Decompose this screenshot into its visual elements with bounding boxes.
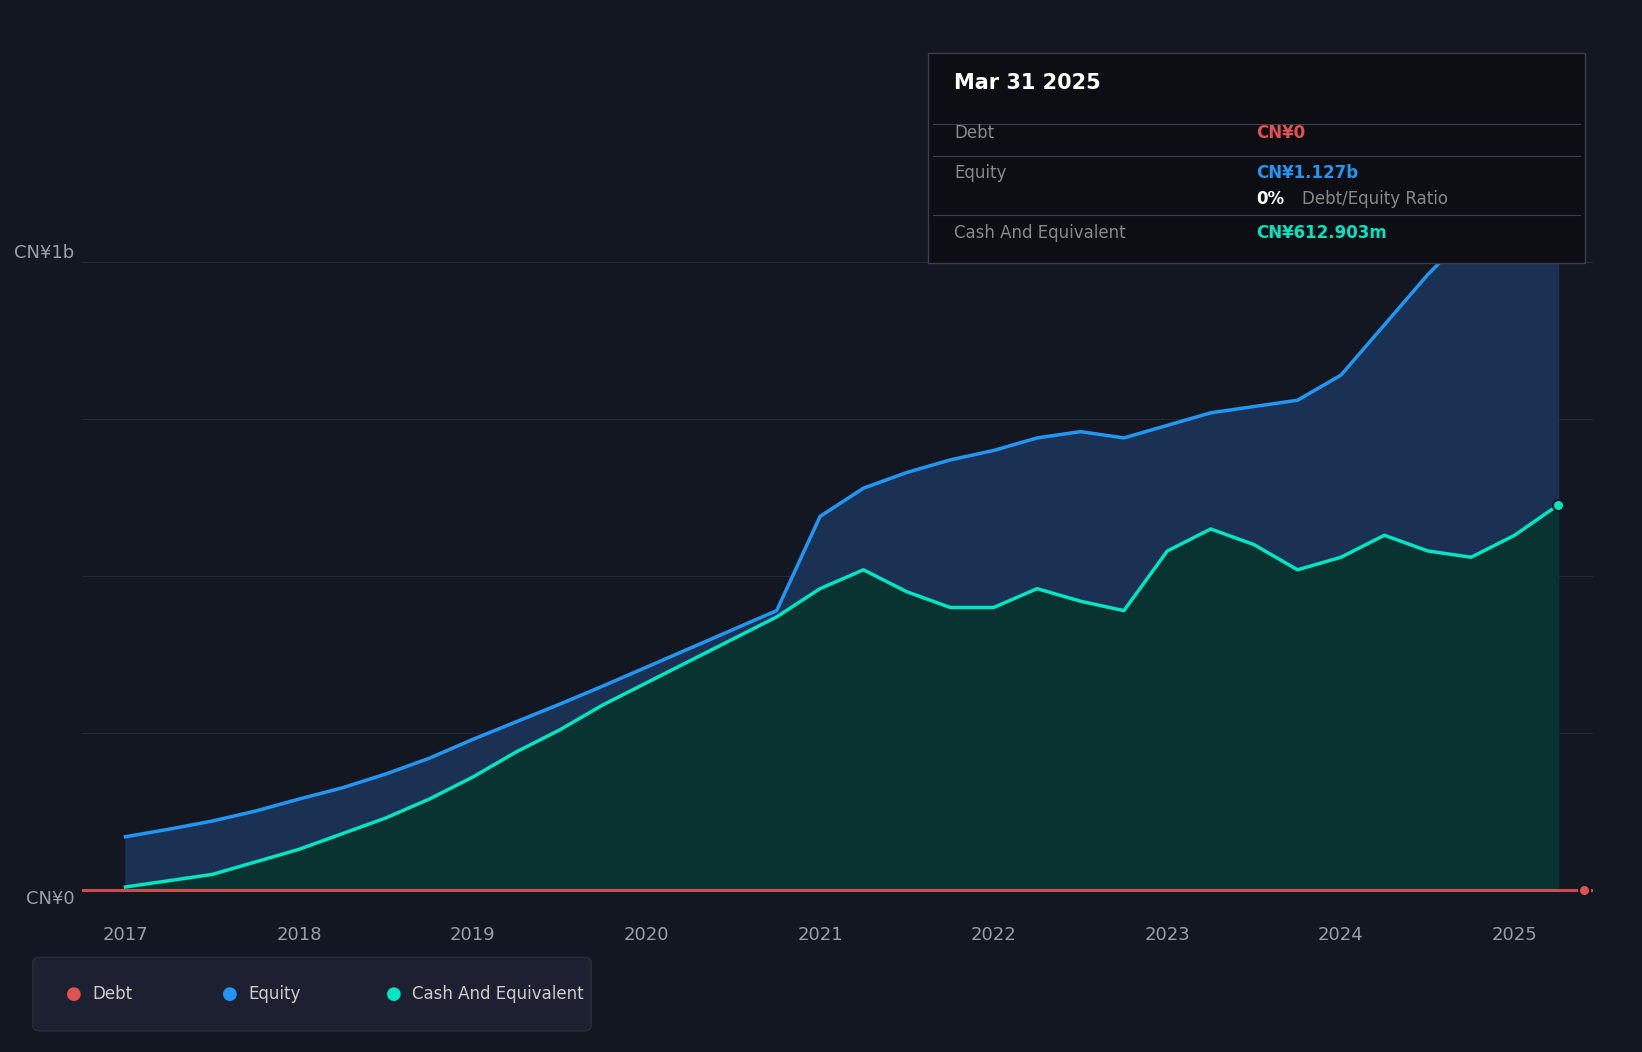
Text: CN¥0: CN¥0 — [1256, 124, 1305, 142]
Text: 0%: 0% — [1256, 190, 1284, 208]
Text: Mar 31 2025: Mar 31 2025 — [954, 74, 1100, 94]
Text: CN¥1b: CN¥1b — [15, 244, 74, 262]
Text: CN¥1.127b: CN¥1.127b — [1256, 164, 1358, 182]
Text: ●: ● — [386, 985, 402, 1004]
Text: Equity: Equity — [954, 164, 1007, 182]
Text: Debt: Debt — [92, 985, 131, 1004]
Text: Cash And Equivalent: Cash And Equivalent — [412, 985, 585, 1004]
Text: CN¥612.903m: CN¥612.903m — [1256, 224, 1387, 242]
Text: Debt/Equity Ratio: Debt/Equity Ratio — [1302, 190, 1448, 208]
Text: ●: ● — [66, 985, 82, 1004]
Text: Equity: Equity — [248, 985, 300, 1004]
Text: CN¥0: CN¥0 — [26, 890, 74, 908]
Text: Debt: Debt — [954, 124, 993, 142]
Text: ●: ● — [222, 985, 238, 1004]
Text: Cash And Equivalent: Cash And Equivalent — [954, 224, 1126, 242]
